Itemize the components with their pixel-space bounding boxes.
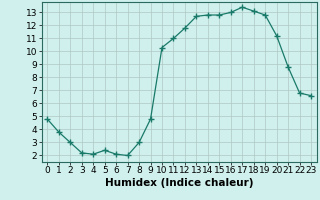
- X-axis label: Humidex (Indice chaleur): Humidex (Indice chaleur): [105, 178, 253, 188]
